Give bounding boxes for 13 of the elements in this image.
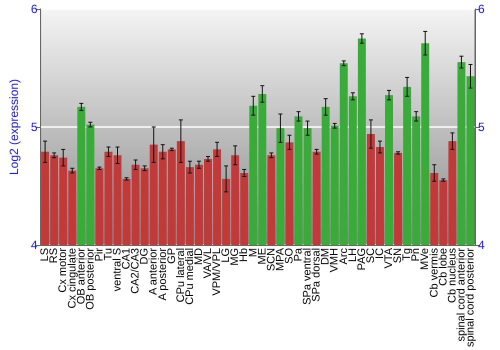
y2-tick-label: 5 [478,120,485,134]
y-tick-label: 4 [30,238,38,252]
y2-tick-label: 4 [478,238,485,252]
y-tick-label: 5 [30,120,38,134]
y2-tick-label: 6 [478,2,485,16]
x-tick-label: SO [283,248,296,264]
y-axis-title: Log2 (expression) [7,78,21,176]
x-tick-label: Tg [401,248,414,261]
x-tick-label: CPu medial [184,248,196,305]
x-tick-label: MVe [419,248,432,270]
y-tick-label: 6 [30,2,38,16]
x-tick-label: SCN [265,248,278,272]
x-tick-label: IC [374,248,386,259]
